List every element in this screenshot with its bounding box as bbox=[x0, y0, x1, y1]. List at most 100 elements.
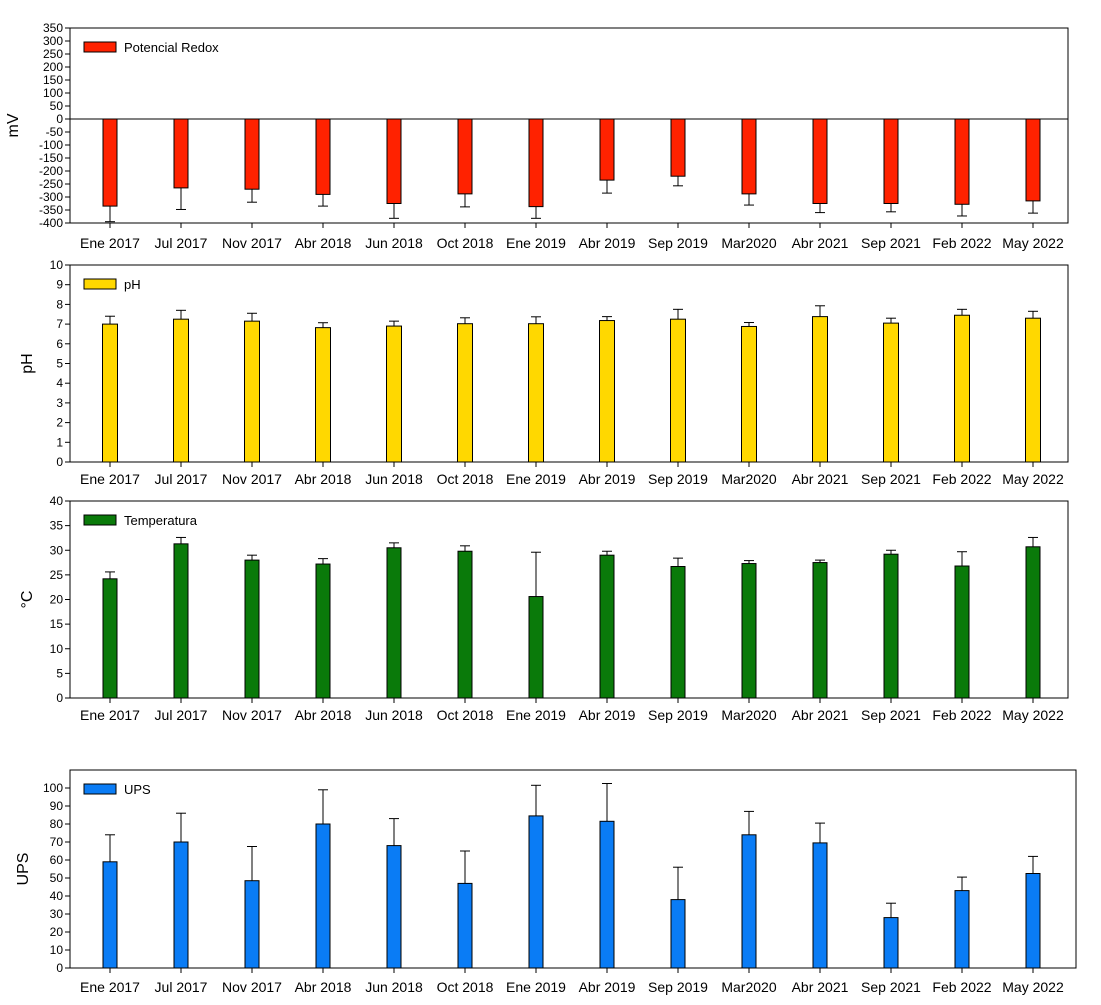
redox-y-tick-label: -100 bbox=[39, 138, 63, 152]
ups-x-tick-label: Abr 2018 bbox=[295, 979, 352, 995]
ph-y-tick-label: 8 bbox=[56, 297, 63, 311]
temperature-bar bbox=[315, 563, 331, 699]
ph-legend-label: pH bbox=[124, 277, 141, 292]
ph-x-tick-label: Jun 2018 bbox=[365, 471, 423, 487]
ph-x-tick-label: Feb 2022 bbox=[932, 471, 991, 487]
ph-bar bbox=[315, 327, 331, 463]
redox-y-tick-label: -300 bbox=[39, 190, 63, 204]
ups-x-tick-label: Oct 2018 bbox=[437, 979, 494, 995]
ph-bar bbox=[670, 318, 686, 463]
redox-bar bbox=[599, 118, 615, 181]
temperature-legend-swatch bbox=[83, 514, 117, 526]
redox-x-tick-label: Mar2020 bbox=[721, 235, 776, 251]
temperature-bar bbox=[1025, 546, 1041, 699]
temperature-plot-frame bbox=[69, 500, 1069, 699]
ph-y-tick-label: 10 bbox=[50, 258, 64, 272]
temperature-panel: 0 5 10 15 20 25 30 35 40 °C Ene 2017 Jul 2017 Nov 20… bbox=[19, 494, 1069, 723]
temperature-bar bbox=[102, 578, 118, 699]
ups-x-tick-label: Mar2020 bbox=[721, 979, 776, 995]
ups-legend-swatch bbox=[83, 783, 117, 795]
redox-y-axis-title: mV bbox=[5, 113, 22, 137]
ph-bar bbox=[244, 320, 260, 463]
redox-y-tick-label: 350 bbox=[43, 21, 63, 35]
redox-y-tick-label: -50 bbox=[46, 125, 64, 139]
ph-y-tick-label: 6 bbox=[56, 337, 63, 351]
ph-x-tick-label: Mar2020 bbox=[721, 471, 776, 487]
temperature-x-tick-label: Nov 2017 bbox=[222, 707, 282, 723]
ups-y-tick-label: 100 bbox=[43, 781, 63, 795]
temperature-bar bbox=[528, 596, 544, 699]
temperature-y-axis-title: °C bbox=[19, 591, 36, 609]
redox-bar bbox=[1025, 118, 1041, 202]
ph-bar bbox=[386, 325, 402, 463]
ph-x-tick-label: Abr 2018 bbox=[295, 471, 352, 487]
redox-y-tick-label: 0 bbox=[56, 112, 63, 126]
redox-x-tick-label: Jun 2018 bbox=[365, 235, 423, 251]
temperature-y-tick-label: 5 bbox=[56, 666, 63, 680]
ups-y-tick-label: 70 bbox=[50, 835, 64, 849]
temperature-x-tick-label: Jun 2018 bbox=[365, 707, 423, 723]
ups-x-tick-label: Ene 2017 bbox=[80, 979, 140, 995]
ph-bar bbox=[102, 323, 118, 463]
ups-y-tick-label: 80 bbox=[50, 817, 64, 831]
temperature-x-tick-label: Jul 2017 bbox=[155, 707, 208, 723]
ups-plot-frame bbox=[69, 769, 1077, 969]
ph-panel: 0 1 2 3 4 5 6 7 8 9 10 pH Ene 2017 Jul 2017 Nov 2017 Ab… bbox=[19, 258, 1069, 487]
temperature-x-tick-label: Abr 2019 bbox=[579, 707, 636, 723]
redox-x-tick-label: Abr 2021 bbox=[792, 235, 849, 251]
temperature-bar bbox=[954, 565, 970, 699]
ph-x-tick-label: Abr 2019 bbox=[579, 471, 636, 487]
redox-bar bbox=[528, 118, 544, 208]
ups-y-axis-title: UPS bbox=[15, 853, 32, 886]
redox-y-tick-label: 200 bbox=[43, 60, 63, 74]
ups-x-tick-label: Ene 2019 bbox=[506, 979, 566, 995]
redox-x-tick-label: Sep 2021 bbox=[861, 235, 921, 251]
temperature-bar bbox=[883, 553, 899, 699]
redox-bar bbox=[741, 118, 757, 195]
ups-bar bbox=[1025, 873, 1041, 969]
redox-y-tick-label: -250 bbox=[39, 177, 63, 191]
redox-x-tick-label: Ene 2017 bbox=[80, 235, 140, 251]
ups-y-tick-label: 60 bbox=[50, 853, 64, 867]
redox-bar bbox=[315, 118, 331, 195]
temperature-x-tick-label: Abr 2018 bbox=[295, 707, 352, 723]
ups-y-tick-label: 10 bbox=[50, 943, 64, 957]
ups-x-tick-label: Feb 2022 bbox=[932, 979, 991, 995]
ph-x-tick-label: Sep 2019 bbox=[648, 471, 708, 487]
temperature-bar bbox=[457, 550, 473, 699]
ups-bar bbox=[883, 917, 899, 969]
temperature-x-tick-label: May 2022 bbox=[1002, 707, 1064, 723]
temperature-bar bbox=[173, 543, 189, 699]
redox-x-tick-label: May 2022 bbox=[1002, 235, 1064, 251]
redox-y-tick-label: 250 bbox=[43, 47, 63, 61]
temperature-bar bbox=[386, 547, 402, 699]
redox-legend-swatch bbox=[83, 41, 117, 53]
redox-y-tick-label: 100 bbox=[43, 86, 63, 100]
ups-bar bbox=[812, 842, 828, 969]
ph-x-tick-label: Sep 2021 bbox=[861, 471, 921, 487]
temperature-legend-label: Temperatura bbox=[124, 513, 198, 528]
redox-bar bbox=[883, 118, 899, 204]
ups-y-tick-label: 50 bbox=[50, 871, 64, 885]
ups-bar bbox=[244, 880, 260, 969]
ph-x-tick-label: May 2022 bbox=[1002, 471, 1064, 487]
redox-y-tick-label: 300 bbox=[43, 34, 63, 48]
ups-legend-label: UPS bbox=[124, 782, 151, 797]
ph-legend-swatch bbox=[83, 278, 117, 290]
ups-x-tick-label: May 2022 bbox=[1002, 979, 1064, 995]
redox-y-tick-label: -150 bbox=[39, 151, 63, 165]
redox-bar bbox=[173, 118, 189, 189]
ups-x-tick-label: Sep 2019 bbox=[648, 979, 708, 995]
redox-plot-frame bbox=[69, 27, 1069, 224]
temperature-x-tick-label: Ene 2019 bbox=[506, 707, 566, 723]
temperature-y-tick-label: 40 bbox=[50, 494, 64, 508]
ph-bar bbox=[954, 314, 970, 463]
ups-x-tick-label: Nov 2017 bbox=[222, 979, 282, 995]
ups-bar bbox=[954, 890, 970, 969]
ph-y-axis-title: pH bbox=[19, 353, 36, 373]
ph-y-tick-label: 3 bbox=[56, 396, 63, 410]
redox-x-tick-label: Oct 2018 bbox=[437, 235, 494, 251]
temperature-y-tick-label: 30 bbox=[50, 543, 64, 557]
temperature-y-tick-label: 35 bbox=[50, 519, 64, 533]
